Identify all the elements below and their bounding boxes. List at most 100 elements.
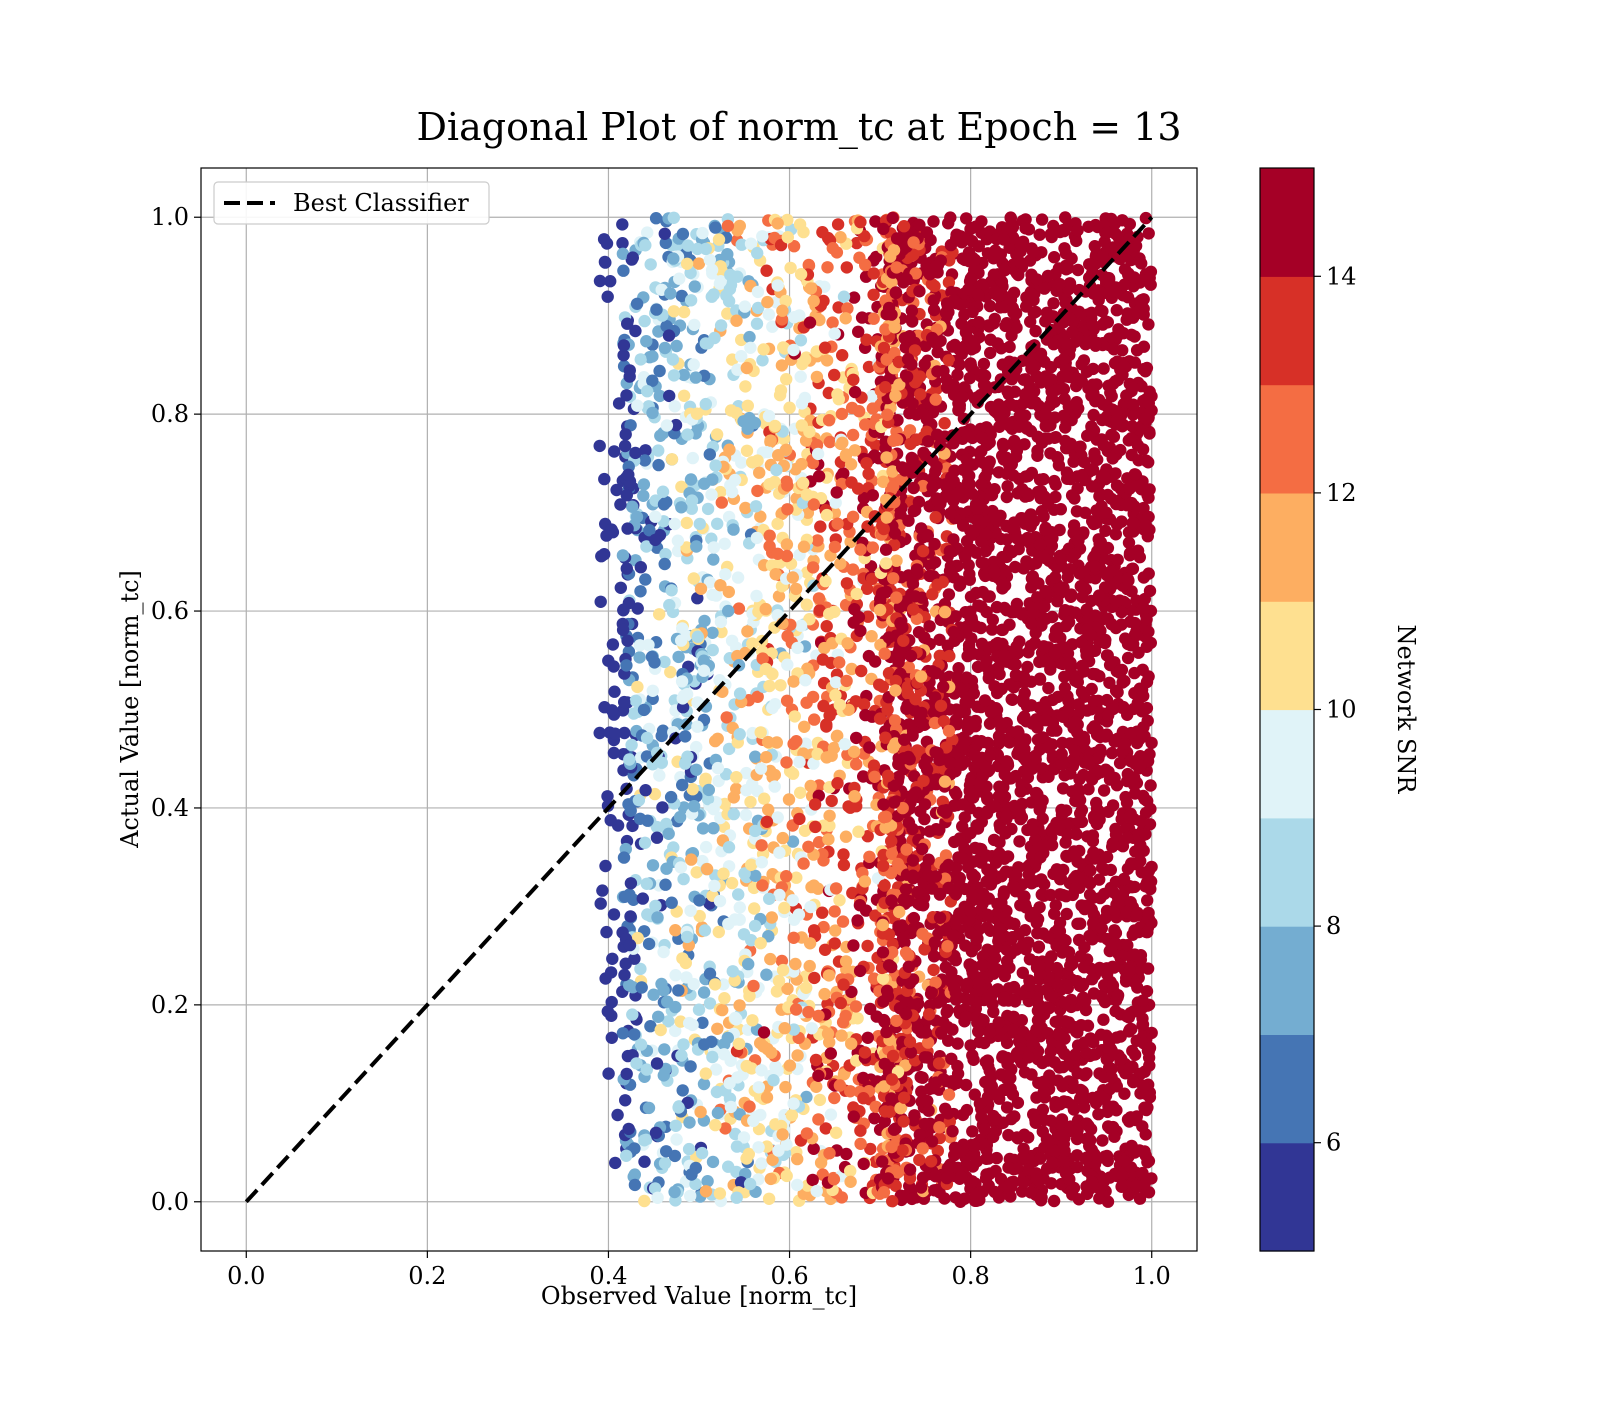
scatter-point	[928, 950, 940, 962]
scatter-point	[709, 1119, 721, 1131]
scatter-point	[772, 811, 784, 823]
scatter-point	[830, 1127, 842, 1139]
scatter-point	[1008, 1110, 1020, 1122]
scatter-point	[677, 873, 689, 885]
scatter-point	[1144, 779, 1156, 791]
scatter-point	[821, 509, 833, 521]
scatter-point	[669, 969, 681, 981]
scatter-point	[885, 835, 897, 847]
scatter-point	[966, 1049, 978, 1061]
scatter-point	[811, 534, 823, 546]
scatter-point	[726, 877, 738, 889]
scatter-point	[877, 946, 889, 958]
scatter-point	[848, 1110, 860, 1122]
scatter-point	[709, 978, 721, 990]
scatter-point	[700, 841, 712, 853]
scatter-point	[822, 1028, 834, 1040]
scatter-point	[793, 908, 805, 920]
scatter-point	[837, 915, 849, 927]
scatter-point	[687, 452, 699, 464]
scatter-point	[678, 390, 690, 402]
scatter-point	[704, 968, 716, 980]
scatter-point	[845, 1038, 857, 1050]
scatter-point	[828, 1173, 840, 1185]
scatter-point	[813, 592, 825, 604]
scatter-point	[1035, 873, 1047, 885]
scatter-point	[944, 508, 956, 520]
scatter-point	[623, 753, 635, 765]
scatter-point	[617, 549, 629, 561]
scatter-point	[772, 1144, 784, 1156]
scatter-point	[690, 371, 702, 383]
scatter-point	[952, 486, 964, 498]
scatter-point	[760, 265, 772, 277]
scatter-point	[777, 832, 789, 844]
scatter-point	[825, 1047, 837, 1059]
scatter-point	[723, 1077, 735, 1089]
scatter-point	[1119, 632, 1131, 644]
scatter-point	[734, 728, 746, 740]
scatter-point	[808, 924, 820, 936]
scatter-point	[890, 555, 902, 567]
scatter-point	[638, 315, 650, 327]
scatter-point	[847, 939, 859, 951]
scatter-point	[917, 545, 929, 557]
scatter-point	[771, 518, 783, 530]
scatter-point	[783, 402, 795, 414]
scatter-point	[658, 1043, 670, 1055]
scatter-point	[718, 1048, 730, 1060]
scatter-point	[672, 535, 684, 547]
scatter-point	[684, 1060, 696, 1072]
scatter-point	[765, 1047, 777, 1059]
scatter-point	[773, 847, 785, 859]
scatter-point	[796, 397, 808, 409]
scatter-point	[896, 1144, 908, 1156]
scatter-point	[707, 1156, 719, 1168]
scatter-point	[819, 944, 831, 956]
scatter-point	[974, 776, 986, 788]
scatter-point	[826, 316, 838, 328]
scatter-point	[816, 907, 828, 919]
scatter-point	[695, 583, 707, 595]
scatter-point	[784, 262, 796, 274]
scatter-point	[761, 1091, 773, 1103]
scatter-point	[1088, 447, 1100, 459]
scatter-point	[733, 602, 745, 614]
scatter-point	[786, 1109, 798, 1121]
scatter-point	[781, 538, 793, 550]
scatter-point	[619, 1094, 631, 1106]
scatter-point	[681, 258, 693, 270]
scatter-point	[887, 435, 899, 447]
scatter-point	[973, 240, 985, 252]
scatter-point	[667, 252, 679, 264]
scatter-point	[1008, 435, 1020, 447]
scatter-point	[684, 1190, 696, 1202]
scatter-point	[830, 676, 842, 688]
scatter-point	[755, 937, 767, 949]
scatter-point	[665, 791, 677, 803]
scatter-point	[700, 398, 712, 410]
scatter-point	[767, 1074, 779, 1086]
scatter-point	[833, 393, 845, 405]
scatter-point	[859, 1046, 871, 1058]
scatter-point	[651, 832, 663, 844]
scatter-point	[692, 631, 704, 643]
scatter-point	[777, 964, 789, 976]
scatter-point	[629, 1179, 641, 1191]
scatter-point	[978, 358, 990, 370]
scatter-point	[708, 541, 720, 553]
scatter-point	[1079, 995, 1091, 1007]
scatter-point	[670, 1120, 682, 1132]
scatter-point	[1015, 785, 1027, 797]
scatter-point	[631, 400, 643, 412]
scatter-point	[672, 984, 684, 996]
scatter-point	[758, 793, 770, 805]
scatter-point	[906, 305, 918, 317]
scatter-point	[635, 353, 647, 365]
scatter-point	[709, 459, 721, 471]
scatter-point	[1131, 344, 1143, 356]
scatter-point	[803, 426, 815, 438]
scatter-point	[709, 735, 721, 747]
scatter-point	[703, 784, 715, 796]
scatter-point	[758, 1026, 770, 1038]
